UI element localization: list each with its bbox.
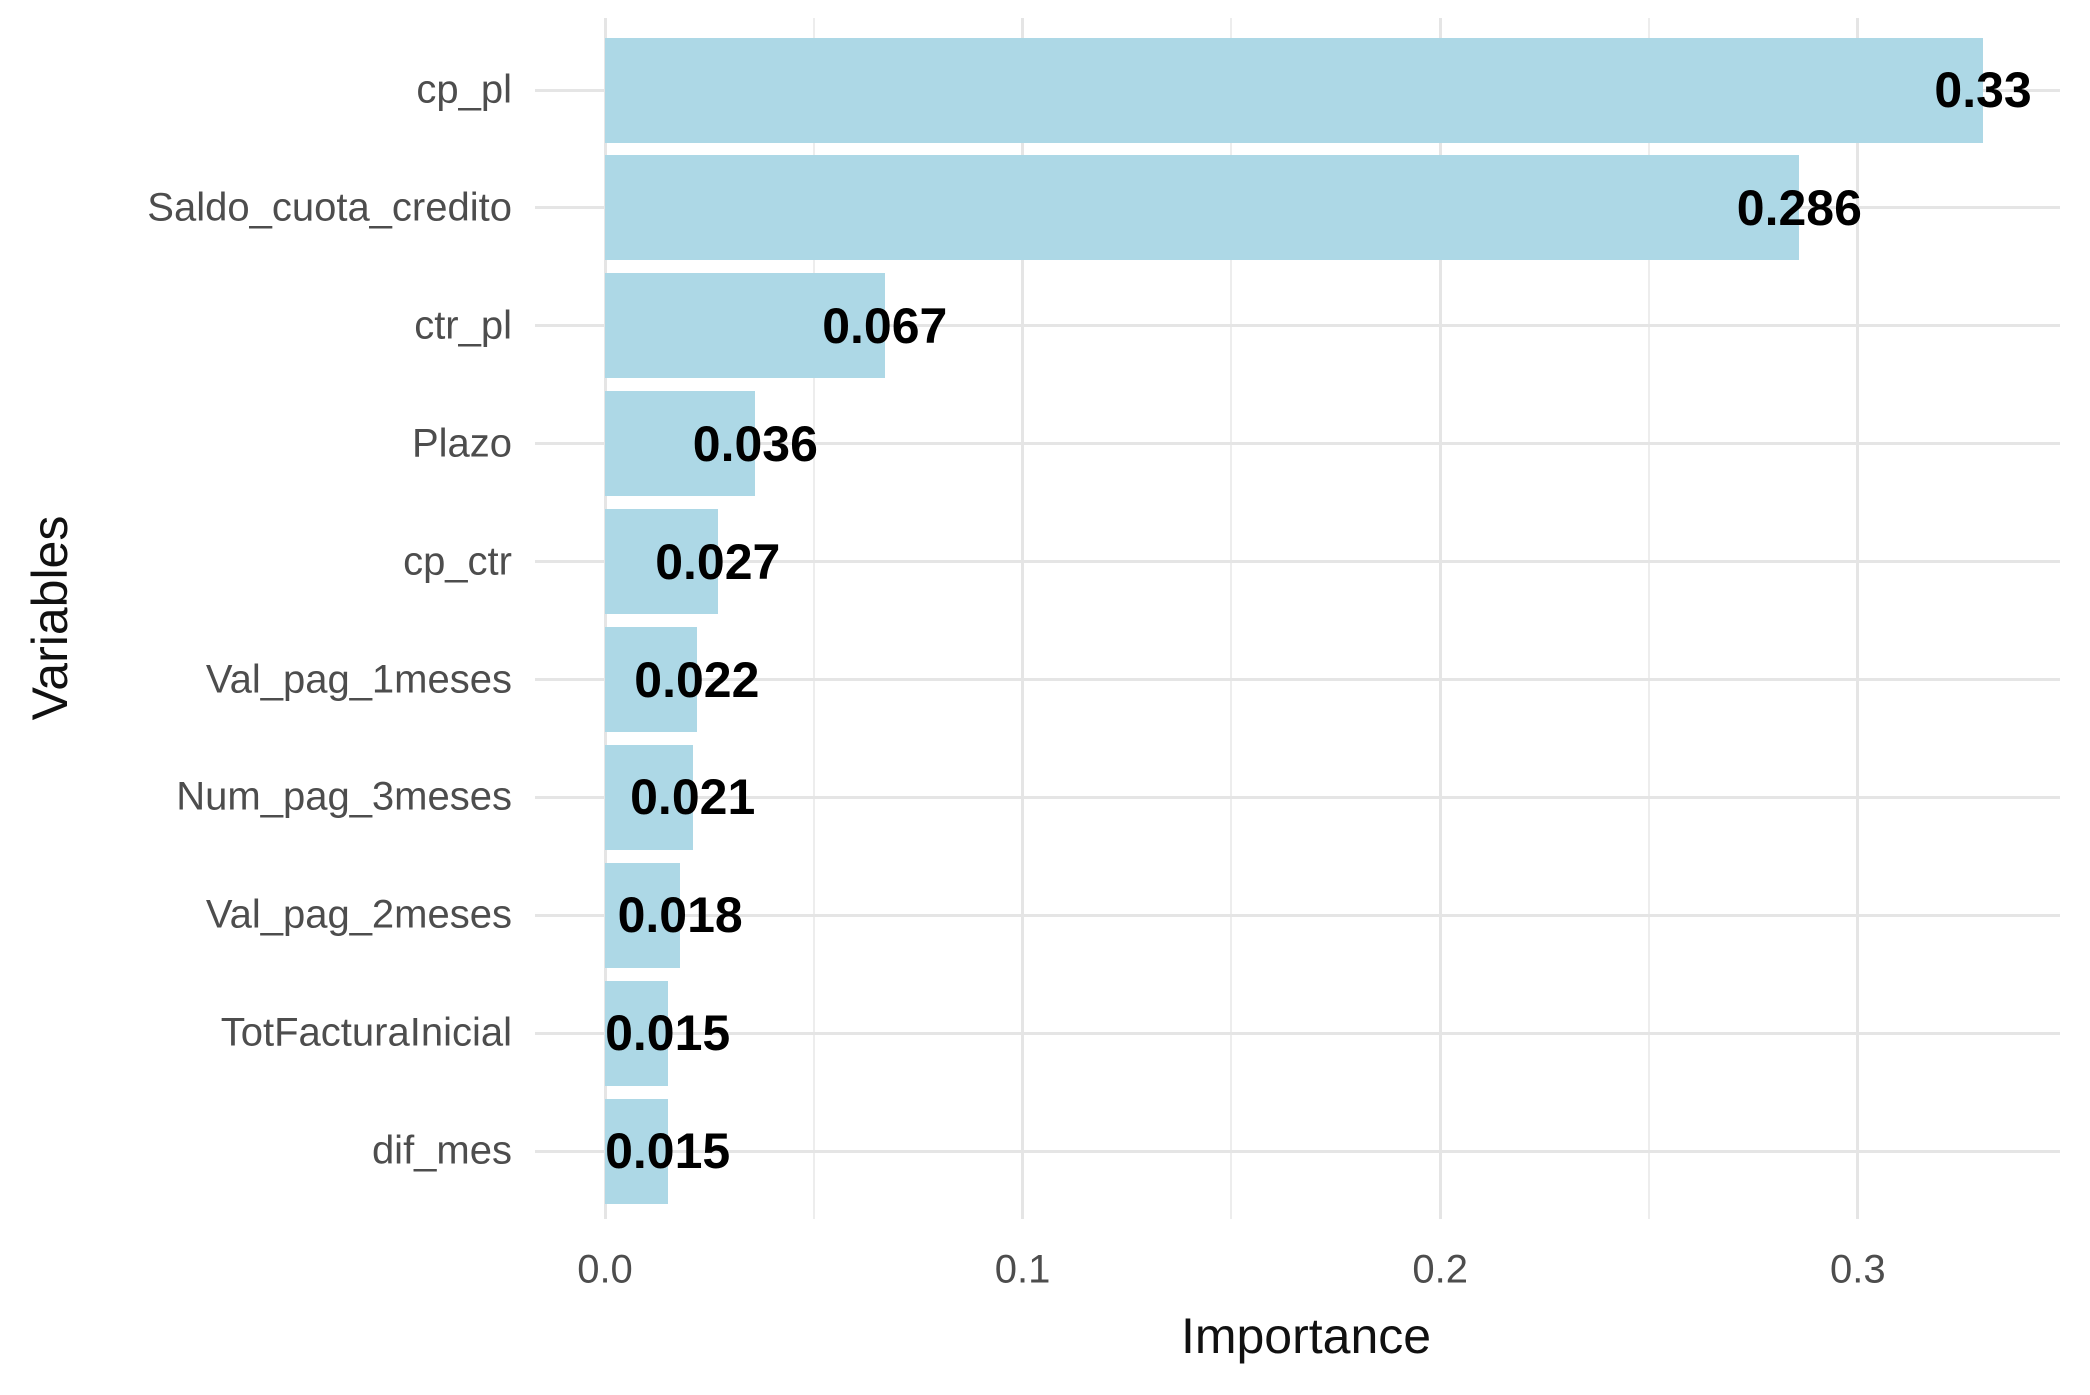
bar <box>605 37 1984 143</box>
bar-value-label: 0.022 <box>634 651 760 708</box>
x-axis-title: Importance <box>1180 1308 1432 1364</box>
y-major-gridline <box>535 324 2060 328</box>
x-tick-label: 0.1 <box>994 1247 1051 1292</box>
y-major-gridline <box>535 1031 2060 1035</box>
y-axis-category-label: dif_mes <box>371 1128 512 1173</box>
bar <box>605 862 681 968</box>
y-axis-category-label: TotFacturaInicial <box>220 1010 512 1055</box>
x-major-gridline <box>603 18 607 1219</box>
bar-value-label: 0.027 <box>655 533 781 590</box>
y-major-gridline <box>535 442 2060 446</box>
x-minor-gridline <box>812 18 815 1219</box>
bar <box>605 155 1800 261</box>
y-axis-category-label: ctr_pl <box>414 303 512 348</box>
x-tick-label: 0.2 <box>1412 1247 1468 1292</box>
y-major-gridline <box>535 795 2060 799</box>
bar <box>605 627 697 732</box>
bar-value-label: 0.286 <box>1736 179 1862 236</box>
bar-value-label: 0.036 <box>692 415 818 472</box>
x-minor-gridline <box>1230 18 1233 1219</box>
bar <box>605 391 756 497</box>
y-axis-category-label: Num_pag_3meses <box>176 774 512 819</box>
bar <box>605 509 718 615</box>
y-axis-category-label: Val_pag_2meses <box>205 892 512 937</box>
bar <box>605 744 693 850</box>
x-tick-label: 0.3 <box>1829 1247 1886 1292</box>
x-major-gridline <box>1856 18 1860 1219</box>
y-major-gridline <box>535 913 2060 917</box>
y-major-gridline <box>535 1149 2060 1153</box>
y-axis-category-label: Saldo_cuota_credito <box>147 185 512 230</box>
bar <box>605 980 668 1086</box>
bar <box>605 1098 668 1204</box>
y-axis-category-label: cp_pl <box>416 67 512 112</box>
x-major-gridline <box>1438 18 1442 1219</box>
bar-value-label: 0.018 <box>617 887 743 944</box>
x-tick-label: 0.0 <box>577 1247 633 1292</box>
y-axis-category-label: cp_ctr <box>403 539 512 584</box>
bar <box>605 273 885 379</box>
bar-value-label: 0.33 <box>1934 62 2032 118</box>
y-major-gridline <box>535 560 2060 564</box>
bar-value-label: 0.067 <box>822 297 948 354</box>
y-axis-category-label: Plazo <box>411 421 512 466</box>
bar-value-label: 0.015 <box>605 1005 731 1062</box>
x-minor-gridline <box>1648 18 1650 1219</box>
x-major-gridline <box>1021 18 1025 1219</box>
y-axis-category-label: Val_pag_1meses <box>205 657 512 701</box>
bar-value-label: 0.015 <box>605 1123 731 1180</box>
y-axis-title: Variables <box>22 515 78 721</box>
bar-value-label: 0.021 <box>630 769 756 826</box>
y-major-gridline <box>535 678 2060 681</box>
